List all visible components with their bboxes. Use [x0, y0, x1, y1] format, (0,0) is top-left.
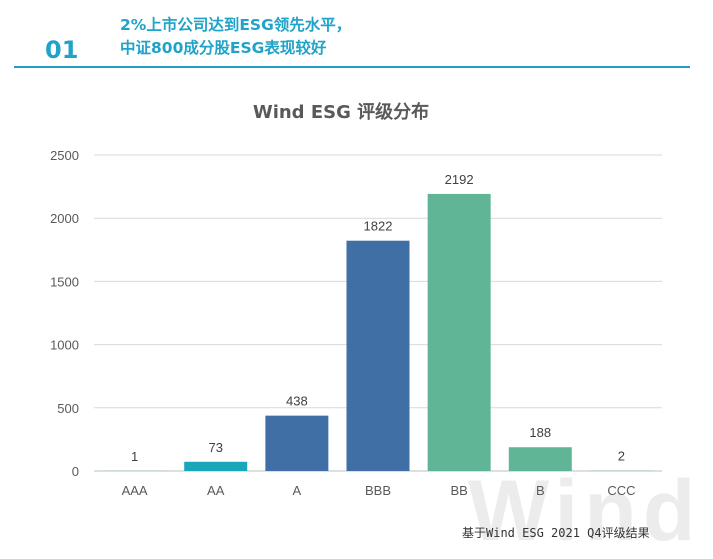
x-tick-label: BBB: [365, 483, 391, 498]
bar-bb: [428, 194, 491, 471]
data-label: 2: [618, 449, 625, 464]
x-tick-label: A: [293, 483, 302, 498]
y-tick-label: 0: [72, 464, 79, 479]
source-note: 基于Wind ESG 2021 Q4评级结果: [462, 524, 650, 541]
data-label: 73: [208, 440, 222, 455]
y-tick-label: 1000: [50, 338, 79, 353]
y-tick-label: 1500: [50, 274, 79, 289]
bar-aa: [184, 462, 247, 471]
bar-b: [509, 447, 572, 471]
x-tick-label: BB: [450, 483, 467, 498]
bar-a: [265, 416, 328, 471]
y-tick-label: 2500: [50, 148, 79, 163]
bar-bbb: [347, 241, 410, 471]
data-label: 2192: [445, 172, 474, 187]
y-tick-label: 500: [57, 401, 79, 416]
data-label: 188: [529, 425, 551, 440]
data-label: 1822: [364, 219, 393, 234]
chart-title: Wind ESG 评级分布: [253, 101, 429, 123]
data-label: 1: [131, 449, 138, 464]
x-tick-label: B: [536, 483, 545, 498]
y-tick-label: 2000: [50, 211, 79, 226]
x-tick-label: AAA: [122, 483, 148, 498]
x-tick-label: CCC: [607, 483, 635, 498]
data-label: 438: [286, 394, 308, 409]
x-tick-label: AA: [207, 483, 225, 498]
